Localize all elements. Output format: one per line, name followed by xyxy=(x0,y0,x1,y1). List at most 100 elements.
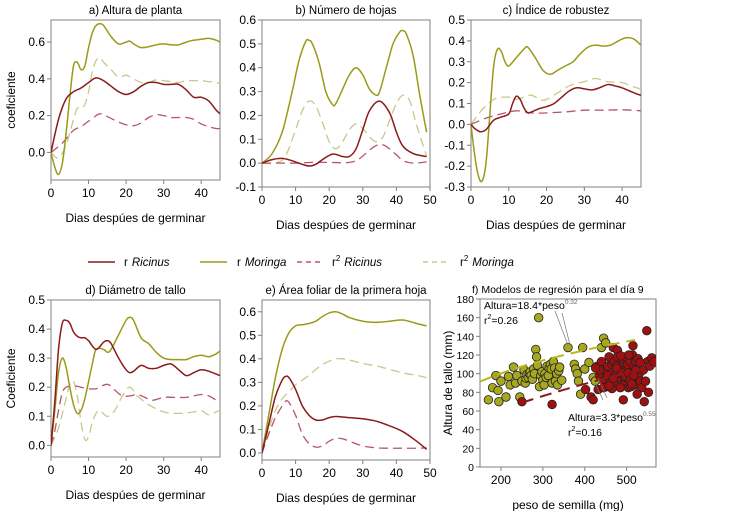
point-moringa xyxy=(496,376,506,386)
legend-item-r2-ricinus: r2 Ricinus xyxy=(297,254,382,269)
point-moringa xyxy=(501,392,511,402)
point-ricinus xyxy=(588,395,598,405)
chart-title: b) Número de hojas xyxy=(296,5,397,17)
y-tick-label: 80 xyxy=(462,387,474,399)
series-line-r-moringa xyxy=(51,316,220,446)
x-axis-label: Dias despúes de germinar xyxy=(65,488,205,502)
y-axis-label: Altura de tallo (mm) xyxy=(441,331,455,436)
y-tick-label: 60 xyxy=(462,406,474,418)
x-tick-label: 10 xyxy=(289,193,303,207)
point-ricinus xyxy=(642,326,652,336)
x-tick-label: 10 xyxy=(82,463,96,477)
y-tick-label: 0.5 xyxy=(239,37,256,51)
x-tick-label: 50 xyxy=(423,466,437,480)
y-tick-label: 0.0 xyxy=(239,446,256,460)
point-ricinus xyxy=(580,384,591,395)
point-ricinus xyxy=(643,387,654,398)
y-tick-label: 140 xyxy=(456,331,474,343)
series-line-r2-moringa xyxy=(262,94,428,165)
x-tick-label: 50 xyxy=(423,193,437,207)
legend-species: Moringa xyxy=(472,257,514,269)
legend-label: r2 Ricinus xyxy=(332,254,382,269)
x-tick-label: 200 xyxy=(491,473,511,487)
y-tick-label: 0.4 xyxy=(448,34,465,48)
fit-line-ricinus xyxy=(521,365,656,404)
plot-frame xyxy=(50,299,221,458)
x-tick-label: 300 xyxy=(533,473,553,487)
point-ricinus xyxy=(547,399,557,410)
r2-superscript: 2 xyxy=(488,314,492,321)
point-moringa xyxy=(554,362,565,372)
plot-frame xyxy=(261,19,431,188)
point-ricinus xyxy=(635,357,645,368)
y-tick-label: 0.1 xyxy=(239,132,256,146)
y-tick-label: 0.5 xyxy=(239,328,256,342)
point-moringa xyxy=(557,375,567,385)
legend-item-r-ricinus: r Ricinus xyxy=(88,257,170,269)
legend-prefix: r xyxy=(332,257,336,269)
legend-superscript: 2 xyxy=(464,254,469,263)
y-tick-label: 0.1 xyxy=(239,422,256,436)
y-tick-label: 20 xyxy=(462,443,474,455)
y-tick-label: 0.3 xyxy=(239,85,256,99)
y-tick-label: 0.0 xyxy=(448,117,465,131)
r2-superscript: 2 xyxy=(572,426,576,433)
fit-line-moringa xyxy=(480,338,636,383)
x-axis-label: Dias despúes de germinar xyxy=(486,218,626,232)
x-tick-label: 20 xyxy=(540,193,554,207)
x-tick-label: 20 xyxy=(323,466,337,480)
panel-e: e) Área foliar de la primera hoja 0 10 20 30… xyxy=(239,284,437,505)
y-tick-label: 100 xyxy=(456,369,474,381)
x-axis-label: Dias despúes de germinar xyxy=(276,491,416,505)
x-tick-label: 40 xyxy=(390,466,404,480)
r2-symbol: r xyxy=(484,315,488,327)
series-line-r-moringa xyxy=(51,22,220,176)
point-ricinus xyxy=(604,381,614,391)
y-tick-label: 0.6 xyxy=(239,13,256,27)
plot-frame xyxy=(261,299,431,461)
x-tick-label: 10 xyxy=(82,186,96,200)
legend: r Ricinus r Moringa r2 Ricinus r2 Moringa xyxy=(88,254,514,269)
chart-title: a) Altura de planta xyxy=(89,5,183,17)
y-tick-label: 0.3 xyxy=(239,375,256,389)
point-moringa xyxy=(493,385,503,396)
legend-species: Moringa xyxy=(245,257,287,269)
y-tick-label: 0.4 xyxy=(239,352,256,366)
equation-exponent: 0.32 xyxy=(565,299,578,306)
legend-prefix: r xyxy=(124,257,128,269)
y-tick-label: 0.2 xyxy=(28,109,45,123)
annotation-moringa-r2: r2=0.26 xyxy=(484,314,518,327)
x-tick-label: 30 xyxy=(157,463,171,477)
y-tick-label: 0 xyxy=(468,462,474,474)
series-line-r-ricinus xyxy=(262,100,427,167)
legend-species: Ricinus xyxy=(344,257,382,269)
legend-species: Ricinus xyxy=(132,257,170,269)
annotation-ricinus-equation: Altura=3.3*peso0.55 xyxy=(568,411,656,424)
equation-text: Altura=3.3*peso xyxy=(568,412,643,424)
legend-prefix: r xyxy=(237,257,241,269)
series-line-r-ricinus xyxy=(51,319,220,446)
point-moringa xyxy=(503,371,514,382)
y-tick-label: 0.1 xyxy=(448,97,465,111)
series-line-r2-ricinus xyxy=(262,400,427,454)
y-tick-label: 0.5 xyxy=(448,13,465,27)
series-line-r2-moringa xyxy=(262,357,427,454)
legend-item-r2-moringa: r2 Moringa xyxy=(423,254,514,269)
r2-value: =0.16 xyxy=(575,427,602,439)
legend-item-r-moringa: r Moringa xyxy=(200,257,286,269)
scatter-points xyxy=(483,312,656,410)
point-ricinus xyxy=(639,396,649,407)
legend-label: r Moringa xyxy=(237,257,286,269)
y-tick-label: 120 xyxy=(456,350,474,362)
x-tick-label: 0 xyxy=(468,193,475,207)
annotation-ricinus-r2: r2=0.16 xyxy=(568,426,602,439)
chart-title: f) Modelos de regresión para el día 9 xyxy=(472,284,644,296)
panel-a: a) Altura de planta 0 10 20 30 40 0.0 0.2 0.4 0.6… xyxy=(4,5,221,225)
series-line-r2-moringa xyxy=(51,56,220,159)
point-ricinus xyxy=(626,379,637,389)
point-moringa xyxy=(531,352,542,362)
point-ricinus xyxy=(629,370,639,381)
x-tick-label: 30 xyxy=(157,186,171,200)
series-line-r2-ricinus xyxy=(262,143,427,164)
